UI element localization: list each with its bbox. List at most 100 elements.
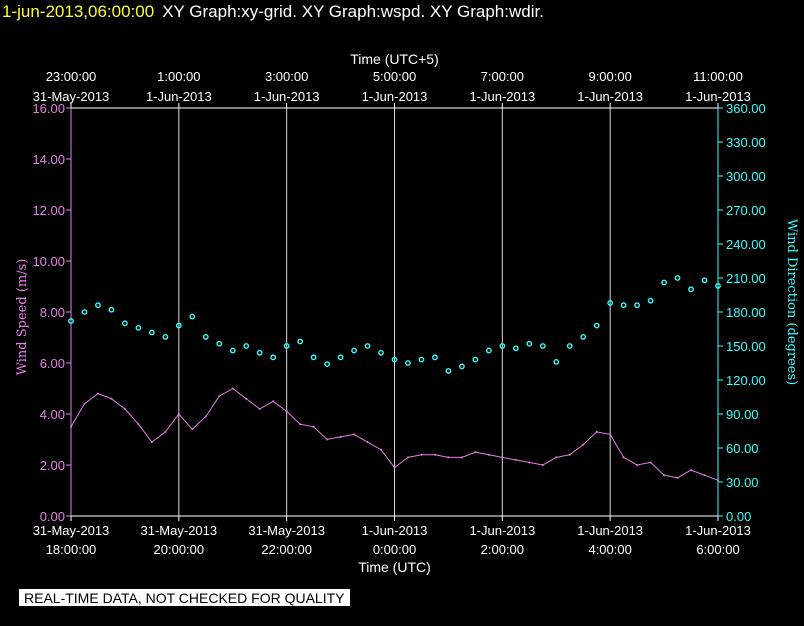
x2-tick-time-6: 11:00:00	[693, 69, 743, 84]
wind-direction-point	[512, 345, 519, 352]
y2-tick-label-2: 60.00	[726, 441, 759, 456]
wind-speed-point	[218, 395, 221, 398]
wind-direction-point	[324, 361, 331, 368]
wind-speed-point	[137, 423, 140, 426]
wind-direction-point	[688, 286, 694, 293]
x2-tick-date-4: 1-Jun-2013	[469, 89, 535, 104]
wind-direction-point	[310, 354, 317, 361]
wind-direction-point	[81, 309, 88, 315]
wind-direction-point	[95, 302, 101, 309]
wind-direction-point	[108, 306, 115, 313]
wind-direction-point	[620, 302, 627, 309]
wind-speed-point	[460, 456, 463, 459]
x-tick-time-4: 2:00:00	[481, 542, 524, 557]
wind-speed-point	[366, 441, 369, 444]
wind-speed-point	[474, 451, 477, 454]
x2-tick-date-0: 31-May-2013	[33, 89, 110, 104]
x-tick-time-6: 6:00:00	[696, 542, 739, 557]
wind-speed-point	[433, 453, 436, 456]
x2-tick-time-4: 7:00:00	[481, 69, 524, 84]
wind-direction-point	[715, 283, 721, 289]
x-tick-time-0: 18:00:00	[46, 542, 97, 557]
wind-direction-point	[566, 343, 573, 349]
x2-tick-time-3: 5:00:00	[373, 69, 416, 84]
wind-speed-point	[164, 430, 167, 433]
x2-tick-date-1: 1-Jun-2013	[146, 89, 212, 104]
wind-speed-point	[609, 433, 612, 436]
wind-direction-point	[674, 275, 681, 281]
wind-direction-point	[337, 354, 344, 361]
x2-tick-date-5: 1-Jun-2013	[577, 89, 643, 104]
wind-direction-point	[647, 297, 654, 304]
wind-speed-point	[110, 397, 113, 400]
wind-direction-point	[243, 343, 250, 349]
x2-tick-date-6: 1-Jun-2013	[685, 89, 751, 104]
wind-direction-point	[189, 313, 196, 320]
y-tick-label-7: 14.00	[32, 152, 65, 167]
wind-direction-point	[364, 343, 371, 349]
wind-speed-point	[96, 392, 99, 395]
y2-tick-label-12: 360.00	[726, 101, 766, 116]
header-timestamp: 1-jun-2013,06:00:00	[2, 2, 155, 21]
wind-speed-point	[191, 428, 194, 431]
wind-speed-point	[568, 453, 571, 456]
wind-speed-point	[717, 479, 719, 482]
y2-tick-label-3: 90.00	[726, 407, 759, 422]
y-tick-label-2: 4.00	[40, 407, 65, 422]
wind-speed-point	[528, 461, 531, 464]
wind-speed-point	[676, 476, 679, 479]
wind-direction-point	[216, 340, 223, 347]
wind-speed-point	[690, 469, 693, 472]
wind-direction-point	[148, 329, 155, 336]
wind-speed-point	[177, 413, 180, 415]
wind-direction-point	[391, 356, 398, 363]
wind-direction-point	[297, 338, 304, 345]
wind-speed-point	[231, 387, 234, 390]
x-tick-date-3: 1-Jun-2013	[362, 523, 428, 538]
y2-axis-title: Wind Direction (degrees)	[784, 219, 799, 385]
wind-direction-point	[701, 277, 708, 284]
wind-direction-point	[162, 334, 169, 340]
y2-tick-label-5: 150.00	[726, 339, 766, 354]
wind-direction-point	[634, 302, 641, 309]
grid-layer	[70, 108, 719, 516]
x-tick-date-2: 31-May-2013	[248, 523, 325, 538]
wind-speed-point	[663, 474, 666, 477]
wind-direction-point	[283, 343, 290, 349]
wind-direction-point	[661, 279, 667, 286]
wind-speed-point	[582, 443, 585, 446]
x-axis-title: Time (UTC)	[358, 559, 431, 575]
y2-tick-label-10: 300.00	[726, 169, 766, 184]
wind-speed-point	[123, 407, 126, 410]
y-tick-label-3: 6.00	[40, 356, 65, 371]
wind-direction-point	[485, 347, 492, 354]
wind-direction-point	[472, 356, 479, 363]
wind-direction-point	[580, 334, 587, 340]
wind-speed-point	[312, 425, 315, 428]
wind-speed-point	[150, 441, 153, 444]
wind-direction-point	[418, 356, 425, 363]
wind-direction-point	[405, 360, 411, 366]
wind-direction-point	[539, 343, 546, 349]
wind-direction-point	[202, 334, 209, 340]
wind-speed-point	[501, 456, 504, 459]
wind-speed-point	[649, 461, 652, 464]
quality-notice: REAL-TIME DATA, NOT CHECKED FOR QUALITY	[19, 589, 351, 606]
x2-tick-time-5: 9:00:00	[588, 69, 631, 84]
y2-tick-label-6: 180.00	[726, 305, 766, 320]
x2-tick-date-3: 1-Jun-2013	[362, 89, 428, 104]
y2-tick-label-9: 270.00	[726, 203, 766, 218]
wind-speed-point	[285, 410, 288, 413]
wind-direction-point	[432, 354, 438, 361]
wind-direction-point	[499, 343, 506, 349]
wind-direction-point	[526, 340, 533, 347]
x2-axis-title: Time (UTC+5)	[350, 51, 439, 67]
y-tick-label-6: 12.00	[32, 203, 65, 218]
x2-tick-time-1: 1:00:00	[157, 69, 200, 84]
y2-tick-label-4: 120.00	[726, 373, 766, 388]
labels-layer: 0.00 2.00 4.00 6.00 8.00 10.00 12.00 14.00 16.00…	[15, 51, 799, 575]
wind-direction-point	[122, 320, 128, 327]
y2-tick-label-8: 240.00	[726, 237, 766, 252]
y-tick-label-4: 8.00	[40, 305, 65, 320]
